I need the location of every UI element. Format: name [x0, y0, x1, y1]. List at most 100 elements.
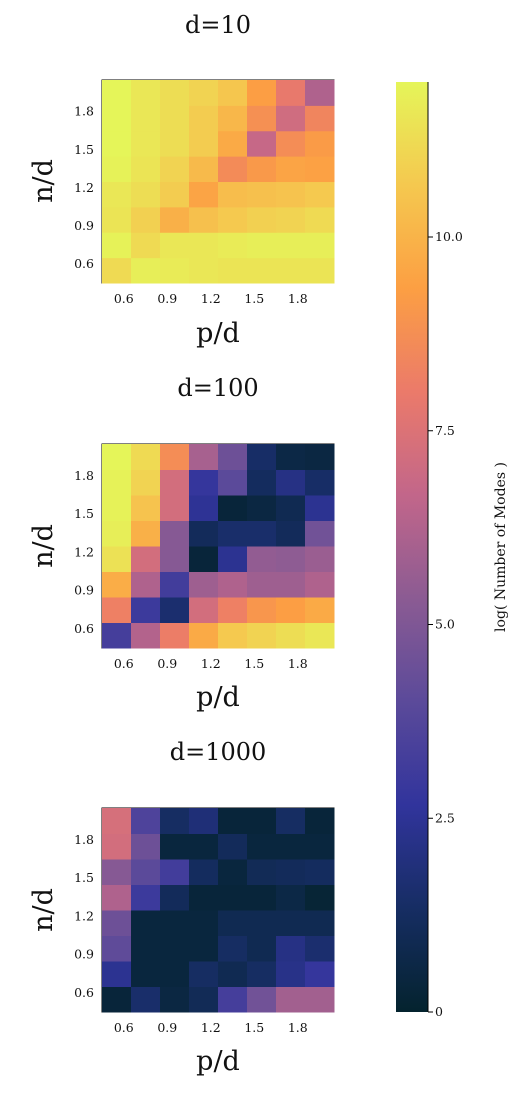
- heatmap-cell: [276, 571, 306, 598]
- heatmap-cell: [160, 156, 190, 183]
- heatmap-cell: [305, 986, 335, 1013]
- heatmap-cells: [102, 808, 335, 1013]
- heatmap-cell: [102, 232, 132, 259]
- colorbar-tick-label: 10.0: [435, 229, 463, 244]
- x-axis-label: p/d: [196, 1046, 240, 1077]
- heatmap-cell: [102, 833, 132, 860]
- heatmap-cell: [189, 808, 219, 834]
- heatmap-cell: [247, 546, 277, 572]
- heatmap-cell: [247, 935, 277, 962]
- heatmap-cell: [305, 546, 335, 572]
- x-tick-labels: 0.6 0.9 1.2 1.5 1.8: [114, 291, 308, 306]
- heatmap-cell: [305, 444, 335, 470]
- heatmap-cell: [160, 257, 190, 284]
- heatmap-cell: [218, 833, 248, 860]
- heatmap-cell: [305, 622, 335, 649]
- heatmap-cell: [276, 495, 306, 521]
- heatmap-cell: [218, 935, 248, 962]
- heatmap-cell: [247, 469, 277, 496]
- heatmap-cell: [189, 546, 219, 572]
- heatmap-cell: [160, 469, 190, 496]
- heatmap-cell: [189, 232, 219, 259]
- heatmap-cell: [131, 961, 161, 987]
- panel-title: d=1000: [170, 738, 267, 766]
- heatmap-cell: [131, 808, 161, 834]
- y-tick-label: 0.6: [74, 256, 94, 271]
- heatmap-cell: [189, 910, 219, 936]
- heatmap-cell: [305, 833, 335, 860]
- x-axis-label: p/d: [196, 682, 240, 713]
- heatmap-cell: [305, 469, 335, 496]
- heatmap-cell: [276, 520, 306, 547]
- heatmap-cell: [131, 546, 161, 572]
- heatmap-cell: [305, 257, 335, 284]
- heatmap-cell: [131, 80, 161, 106]
- heatmap-cell: [189, 571, 219, 598]
- heatmap-cell: [276, 597, 306, 623]
- panel-title: d=10: [185, 11, 251, 39]
- heatmap-cell: [160, 859, 190, 885]
- heatmap-cell: [131, 597, 161, 623]
- heatmap-cell: [160, 910, 190, 936]
- heatmap-cell: [218, 808, 248, 834]
- y-tick-label: 0.6: [74, 621, 94, 636]
- x-tick-label: 0.6: [114, 1020, 134, 1035]
- y-tick-label: 1.2: [74, 180, 94, 195]
- heatmap-panel-d1000: d=1000 0.6 0.9 1.2 1.5 1.8 0.6 0.9 1.2 1.5 1.8 p…: [28, 738, 335, 1077]
- x-tick-label: 1.5: [244, 656, 264, 671]
- heatmap-cell: [131, 884, 161, 911]
- x-tick-label: 1.8: [288, 656, 308, 671]
- heatmap-cell: [247, 206, 277, 233]
- heatmap-cell: [305, 206, 335, 233]
- heatmap-cell: [247, 130, 277, 157]
- heatmap-cell: [102, 130, 132, 157]
- heatmap-cell: [247, 520, 277, 547]
- heatmap-cell: [189, 622, 219, 649]
- heatmap-cell: [102, 597, 132, 623]
- heatmap-cell: [247, 80, 277, 106]
- heatmap-cell: [305, 961, 335, 987]
- heatmap-cell: [276, 257, 306, 284]
- heatmap-cell: [218, 130, 248, 157]
- heatmap-cell: [276, 181, 306, 208]
- heatmap-cell: [218, 181, 248, 208]
- y-tick-label: 0.9: [74, 947, 94, 962]
- heatmap-cell: [160, 80, 190, 106]
- heatmap-cell: [102, 808, 132, 834]
- colorbar-tick-label: 5.0: [435, 617, 455, 632]
- heatmap-cell: [276, 808, 306, 834]
- heatmap-cell: [305, 571, 335, 598]
- x-tick-label: 1.2: [201, 1020, 221, 1035]
- y-tick-label: 1.5: [74, 870, 94, 885]
- heatmap-cell: [131, 130, 161, 157]
- x-tick-labels: 0.6 0.9 1.2 1.5 1.8: [114, 656, 308, 671]
- heatmap-cell: [102, 181, 132, 208]
- heatmap-cell: [218, 859, 248, 885]
- heatmap-cell: [189, 156, 219, 183]
- x-tick-label: 1.5: [244, 291, 264, 306]
- heatmap-cell: [102, 622, 132, 649]
- heatmap-cell: [189, 469, 219, 496]
- colorbar-tick-label: 2.5: [435, 810, 455, 825]
- x-tick-label: 1.8: [288, 1020, 308, 1035]
- y-tick-label: 1.5: [74, 142, 94, 157]
- heatmap-cell: [276, 622, 306, 649]
- heatmap-cell: [247, 986, 277, 1013]
- heatmap-cell: [305, 597, 335, 623]
- heatmap-cell: [276, 935, 306, 962]
- heatmap-cell: [276, 833, 306, 860]
- heatmap-cell: [131, 105, 161, 132]
- heatmap-cell: [218, 105, 248, 132]
- heatmap-cell: [160, 181, 190, 208]
- heatmap-cell: [276, 444, 306, 470]
- heatmap-cell: [218, 469, 248, 496]
- heatmap-cell: [189, 80, 219, 106]
- heatmap-cells: [102, 80, 335, 284]
- heatmap-cell: [160, 232, 190, 259]
- heatmap-cell: [247, 105, 277, 132]
- heatmap-cell: [247, 257, 277, 284]
- heatmap-cell: [276, 156, 306, 183]
- x-tick-label: 0.9: [157, 291, 177, 306]
- heatmap-cell: [131, 910, 161, 936]
